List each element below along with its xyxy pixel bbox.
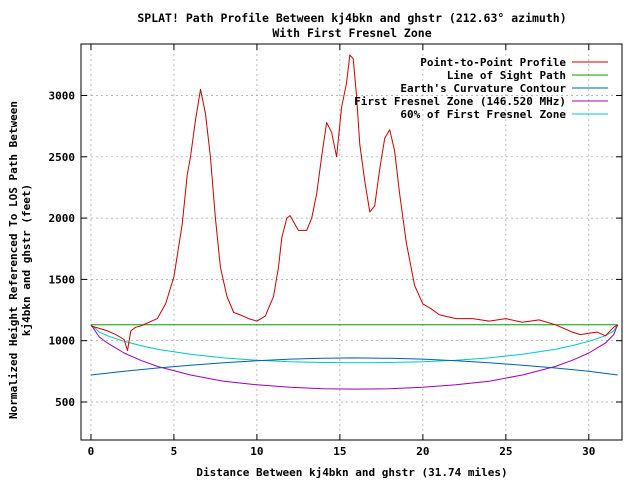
legend-label-line-of-sight-path: Line of Sight Path <box>447 69 566 82</box>
series-line-60-of-first-fresnel-zone <box>90 324 619 364</box>
y-tick-label: 1000 <box>49 335 76 348</box>
x-tick-label: 25 <box>499 445 512 458</box>
y-tick-label: 3000 <box>49 89 76 102</box>
grid-lines <box>81 44 622 440</box>
axis-ticks: 0 5 10 15 20 25 30 500 1000 1500 2000 2500 3000 <box>49 44 622 458</box>
legend-label-60-of-first-fresnel-zone: 60% of First Fresnel Zone <box>400 108 566 121</box>
series-line-earth-s-curvature-contour <box>90 357 618 376</box>
y-tick-label: 2500 <box>49 151 76 164</box>
x-tick-label: 5 <box>171 445 178 458</box>
series-line-first-fresnel-zone-146-520-mhz <box>90 324 619 390</box>
x-tick-label: 10 <box>250 445 263 458</box>
x-axis-label: Distance Between kj4bkn and ghstr (31.74… <box>196 466 507 479</box>
chart-subtitle: With First Fresnel Zone <box>272 26 431 40</box>
x-tick-label: 20 <box>416 445 429 458</box>
series-line-point-to-point-profile <box>90 54 618 351</box>
legend-label-first-fresnel-zone-146-520-mhz: First Fresnel Zone (146.520 MHz) <box>354 95 566 108</box>
legend-label-earth-s-curvature-contour: Earth's Curvature Contour <box>400 82 566 95</box>
y-tick-label: 500 <box>55 396 75 409</box>
series-group <box>90 54 619 390</box>
x-tick-label: 30 <box>582 445 595 458</box>
y-tick-label: 1500 <box>49 273 76 286</box>
y-axis-label-line2: kj4bkn and ghstr (feet) <box>20 184 33 336</box>
plot-frame <box>80 43 623 441</box>
y-tick-label: 2000 <box>49 212 76 225</box>
x-tick-label: 0 <box>88 445 95 458</box>
chart-title: SPLAT! Path Profile Between kj4bkn and g… <box>137 11 566 25</box>
legend-label-point-to-point-profile: Point-to-Point Profile <box>420 56 566 69</box>
y-axis-label-line1: Normalized Height Referenced To LOS Path… <box>7 101 20 419</box>
x-tick-label: 15 <box>333 445 346 458</box>
